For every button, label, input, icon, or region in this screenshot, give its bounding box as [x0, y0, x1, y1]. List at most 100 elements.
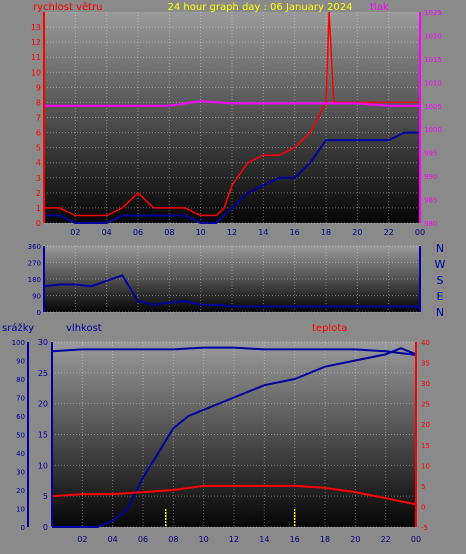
temperature-y-tick-label: 30 — [421, 380, 430, 388]
pressure-y-tick-label: 1015 — [424, 56, 442, 64]
pressure-y-tick-label: 980 — [424, 220, 437, 228]
wind-y-tick-label: 6 — [36, 129, 41, 138]
climate-x-tick-label: 00 — [411, 535, 421, 544]
wind-axis-label: rychlost větru — [33, 1, 103, 13]
wind-y-tick-label: 3 — [36, 174, 41, 183]
wind-x-tick-label: 22 — [384, 228, 394, 237]
pressure-y-tick-label: 985 — [424, 197, 437, 205]
pressure-axis-label: tlak — [370, 2, 389, 13]
wind-x-tick-label: 12 — [227, 228, 237, 237]
wind-y-tick-label: 7 — [36, 114, 41, 123]
humidity-axis-label: vlhkost — [66, 323, 102, 334]
humidity-y-tick-label: 15 — [38, 431, 48, 440]
chart-title: 24 hour graph day : 06 January 2024 — [168, 2, 353, 13]
temperature-y-tick-label: 25 — [421, 401, 430, 409]
wind-x-tick-label: 06 — [133, 228, 143, 237]
direction-y-tick-label: 180 — [28, 276, 41, 284]
wind-y-tick-label: 5 — [36, 144, 41, 153]
wind-x-tick-label: 20 — [352, 228, 362, 237]
climate-plot-area — [52, 342, 416, 527]
compass-letter: N — [436, 306, 444, 319]
rain-y-tick-label: 10 — [16, 506, 25, 514]
pressure-y-tick-label: 1010 — [424, 79, 442, 87]
climate-x-tick-label: 02 — [77, 535, 87, 544]
direction-plot-area — [44, 246, 420, 312]
pressure-y-tick-label: 990 — [424, 173, 437, 181]
wind-y-tick-label: 9 — [36, 83, 41, 92]
climate-x-tick-label: 06 — [138, 535, 148, 544]
rain-y-tick-label: 90 — [16, 358, 25, 366]
rain-y-tick-label: 20 — [16, 487, 25, 495]
humidity-y-tick-label: 25 — [38, 369, 48, 378]
wind-plot-area — [44, 12, 420, 223]
humidity-y-tick-label: 5 — [43, 492, 48, 501]
climate-x-tick-label: 04 — [108, 535, 118, 544]
wind-x-tick-label: 08 — [164, 228, 174, 237]
rain-y-tick-label: 0 — [21, 524, 25, 532]
compass-letter: S — [437, 274, 444, 287]
rain-y-tick-label: 40 — [16, 450, 25, 458]
wind-y-tick-label: 13 — [31, 23, 41, 32]
wind-y-tick-label: 12 — [31, 38, 41, 47]
climate-x-tick-label: 10 — [199, 535, 209, 544]
climate-x-tick-label: 20 — [350, 535, 360, 544]
rain-y-tick-label: 30 — [16, 469, 25, 477]
humidity-y-tick-label: 10 — [38, 461, 48, 470]
rain-y-tick-label: 70 — [16, 395, 25, 403]
climate-series-rain — [52, 347, 417, 528]
pressure-y-tick-label: 1000 — [424, 126, 442, 134]
climate-x-tick-label: 18 — [320, 535, 330, 544]
rain-y-tick-label: 50 — [16, 432, 25, 440]
temperature-axis-label: teplota — [312, 323, 347, 334]
compass-letter: N — [436, 242, 444, 255]
climate-x-tick-label: 22 — [381, 535, 391, 544]
wind-x-tick-label: 02 — [70, 228, 80, 237]
rain-y-tick-label: 60 — [16, 413, 25, 421]
climate-series-humidity — [51, 346, 417, 356]
pressure-y-tick-label: 995 — [424, 150, 437, 158]
wind-x-tick-label: 14 — [258, 228, 268, 237]
wind-y-tick-label: 2 — [36, 189, 41, 198]
climate-x-tick-label: 14 — [259, 535, 269, 544]
temperature-y-tick-label: 10 — [421, 462, 430, 470]
humidity-y-tick-label: 20 — [38, 400, 48, 409]
humidity-y-tick-label: 30 — [38, 338, 48, 347]
compass-letter: E — [437, 290, 444, 303]
rain-axis-label: srážky — [2, 322, 34, 334]
wind-y-tick-label: 4 — [36, 159, 41, 168]
pressure-y-tick-label: 1025 — [424, 9, 442, 17]
wind-x-tick-label: 00 — [415, 228, 425, 237]
wind-y-tick-label: 8 — [36, 98, 41, 107]
wind-y-tick-label: 1 — [36, 204, 41, 213]
temperature-y-tick-label: 0 — [421, 503, 425, 511]
pressure-y-tick-label: 1005 — [424, 103, 442, 111]
direction-series-direction — [43, 274, 420, 308]
wind-y-tick-label: 11 — [31, 53, 41, 62]
wind-x-tick-label: 04 — [102, 228, 112, 237]
climate-x-tick-label: 12 — [229, 535, 239, 544]
pressure-y-tick-label: 1020 — [424, 32, 442, 40]
direction-y-tick-label: 270 — [28, 260, 41, 268]
temperature-y-tick-label: 5 — [421, 483, 425, 491]
wind-x-tick-label: 18 — [321, 228, 331, 237]
direction-y-tick-label: 0 — [37, 309, 41, 317]
climate-series-temperature — [51, 484, 417, 506]
direction-y-tick-label: 360 — [28, 243, 41, 251]
climate-x-tick-label: 16 — [290, 535, 300, 544]
rain-y-tick-label: 80 — [16, 376, 25, 384]
wind-series-avg — [44, 131, 420, 224]
rain-y-tick-label: 100 — [12, 339, 25, 347]
temperature-y-tick-label: -5 — [421, 524, 428, 532]
compass-letter: W — [435, 258, 446, 271]
temperature-y-tick-label: 40 — [421, 339, 430, 347]
temperature-y-tick-label: 20 — [421, 421, 430, 429]
temperature-y-tick-label: 15 — [421, 442, 430, 450]
climate-x-tick-label: 08 — [168, 535, 178, 544]
direction-y-tick-label: 90 — [32, 293, 41, 301]
wind-y-tick-label: 10 — [31, 68, 41, 77]
wind-y-tick-label: 0 — [36, 219, 41, 228]
wind-series-pressure — [44, 100, 420, 107]
wind-x-tick-label: 16 — [290, 228, 300, 237]
